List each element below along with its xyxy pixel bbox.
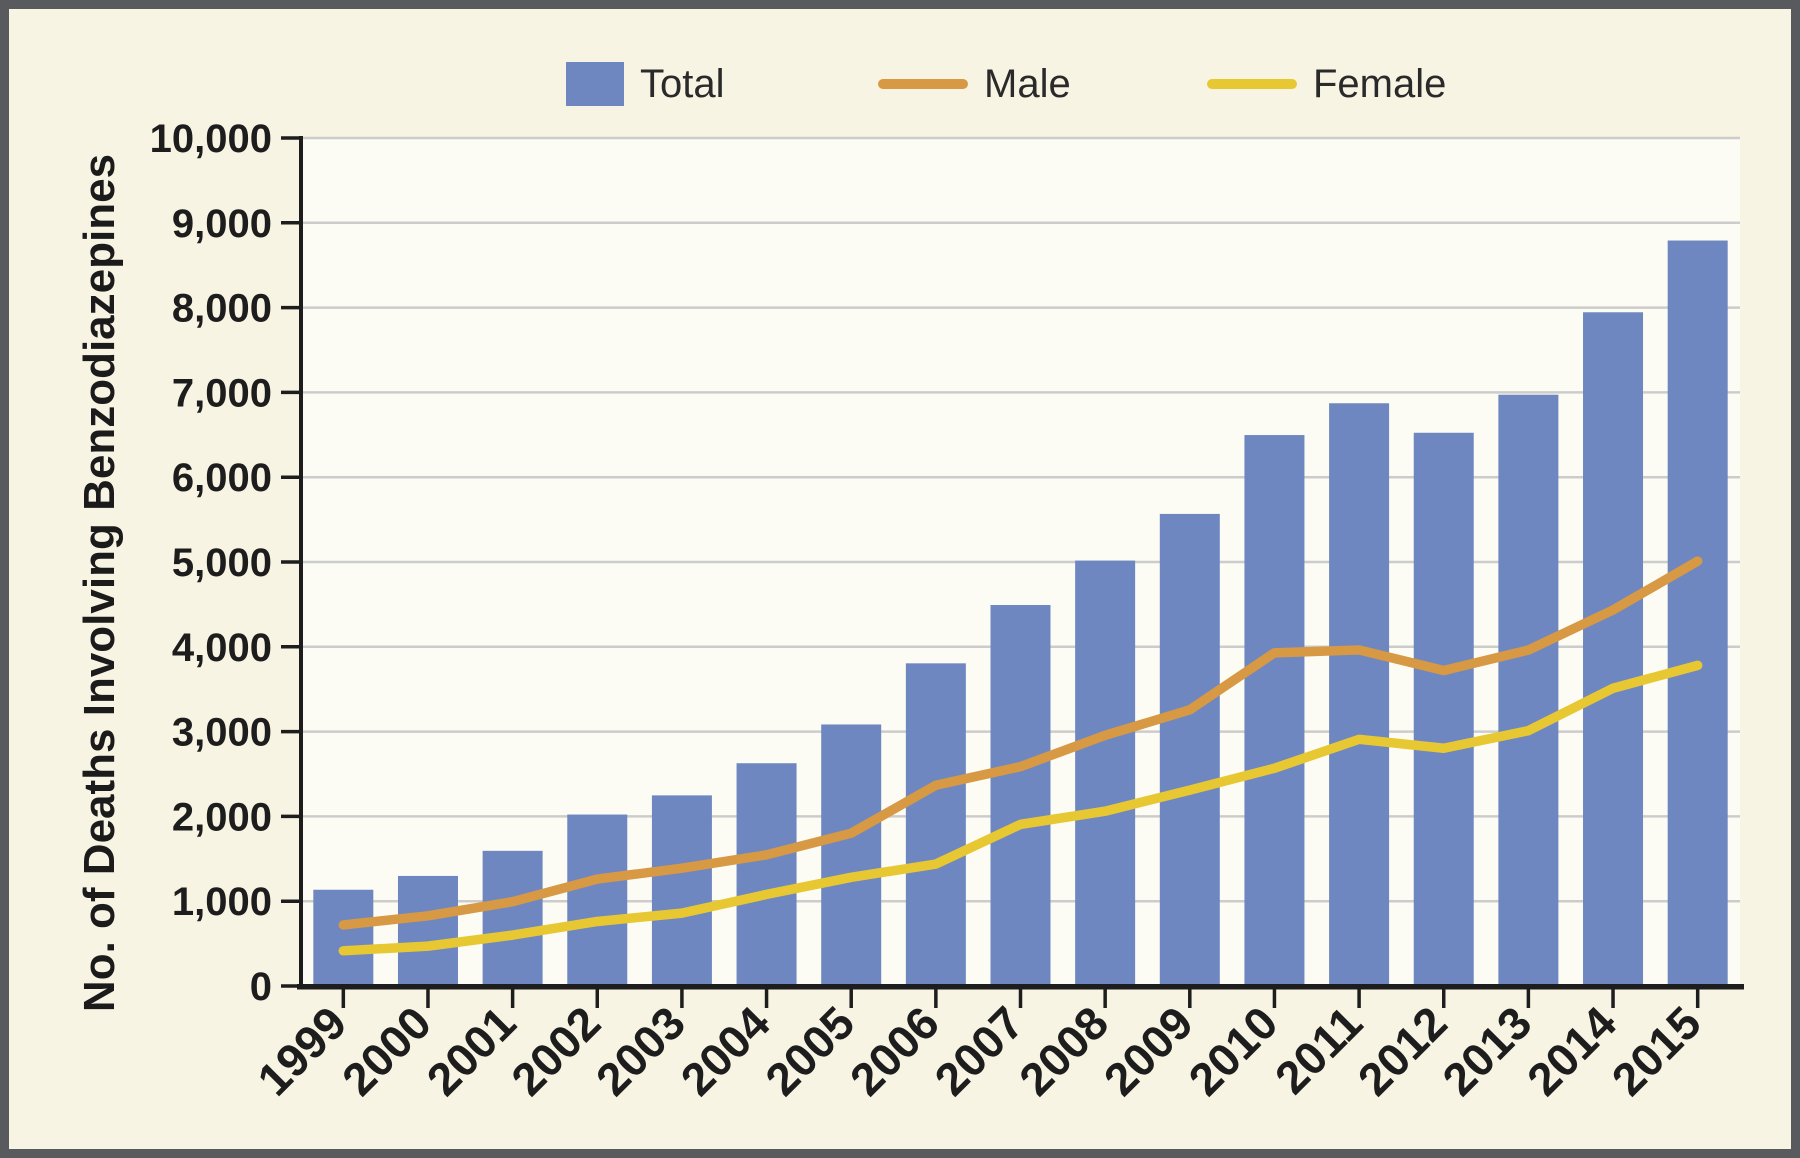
- y-tick-label-10000: 10,000: [150, 117, 272, 161]
- legend-item-female: Female: [1207, 58, 1446, 110]
- y-tick-label-3000: 3,000: [172, 711, 272, 755]
- legend-item-total: Total: [566, 58, 725, 110]
- bar-2009: [1159, 513, 1220, 986]
- legend-label-male: Male: [984, 61, 1071, 106]
- x-tick-label-2013: 2013: [1432, 996, 1541, 1105]
- x-tick-label-2015: 2015: [1602, 996, 1711, 1105]
- bar-2011: [1329, 403, 1390, 986]
- x-tick-label-2014: 2014: [1517, 996, 1626, 1105]
- bar-2010: [1244, 435, 1305, 986]
- x-tick-label-2011: 2011: [1265, 996, 1372, 1103]
- bar-1999: [313, 889, 374, 986]
- x-tick-label-2007: 2007: [924, 996, 1033, 1105]
- bar-2008: [1075, 560, 1136, 986]
- y-tick-label-0: 0: [250, 965, 272, 1009]
- bar-2006: [905, 663, 966, 986]
- y-tick-label-2000: 2,000: [172, 795, 272, 839]
- bar-2004: [736, 763, 797, 986]
- total-swatch-icon: [566, 62, 624, 106]
- bar-2013: [1498, 394, 1559, 987]
- bar-2001: [482, 850, 543, 986]
- x-tick-label-2008: 2008: [1009, 996, 1118, 1105]
- male-line-swatch-icon: [878, 79, 968, 89]
- male-line: [338, 556, 1703, 930]
- legend: Total Male Female: [0, 0, 1800, 120]
- x-tick-label-2010: 2010: [1178, 996, 1287, 1105]
- legend-label-female: Female: [1313, 61, 1447, 106]
- x-tick-label-2000: 2000: [332, 996, 441, 1105]
- x-tick-label-2005: 2005: [755, 996, 864, 1105]
- y-tick-label-8000: 8,000: [172, 287, 272, 331]
- x-tick-label-2001: 2001: [417, 996, 526, 1105]
- x-axis: [297, 984, 1744, 990]
- legend-item-male: Male: [878, 58, 1071, 110]
- bar-2000: [397, 875, 458, 986]
- x-tick-label-2003: 2003: [586, 996, 695, 1105]
- bar-2007: [990, 604, 1051, 986]
- bar-2015: [1667, 240, 1728, 986]
- y-tick-label-1000: 1,000: [172, 880, 272, 924]
- female-line-swatch-icon: [1207, 79, 1297, 89]
- x-tick-label-2004: 2004: [670, 996, 779, 1105]
- x-tick-label-2012: 2012: [1348, 996, 1457, 1105]
- bar-2003: [651, 795, 712, 986]
- y-tick-label-9000: 9,000: [172, 202, 272, 246]
- bar-2005: [821, 724, 882, 986]
- bar-2014: [1583, 312, 1644, 986]
- y-tick-label-6000: 6,000: [172, 456, 272, 500]
- y-tick-label-5000: 5,000: [172, 541, 272, 585]
- female-line: [338, 660, 1703, 956]
- x-tick-label-1999: 1999: [247, 996, 356, 1105]
- bar-2012: [1413, 432, 1474, 987]
- x-tick-label-2009: 2009: [1094, 996, 1203, 1105]
- y-tick-label-7000: 7,000: [172, 371, 272, 415]
- legend-label-total: Total: [640, 61, 725, 106]
- x-tick-label-2006: 2006: [840, 996, 949, 1105]
- bar-2002: [567, 814, 628, 986]
- y-tick-label-4000: 4,000: [172, 626, 272, 670]
- y-axis-title: No. of Deaths Involving Benzodiazepines: [75, 153, 124, 1013]
- x-tick-label-2002: 2002: [501, 996, 610, 1105]
